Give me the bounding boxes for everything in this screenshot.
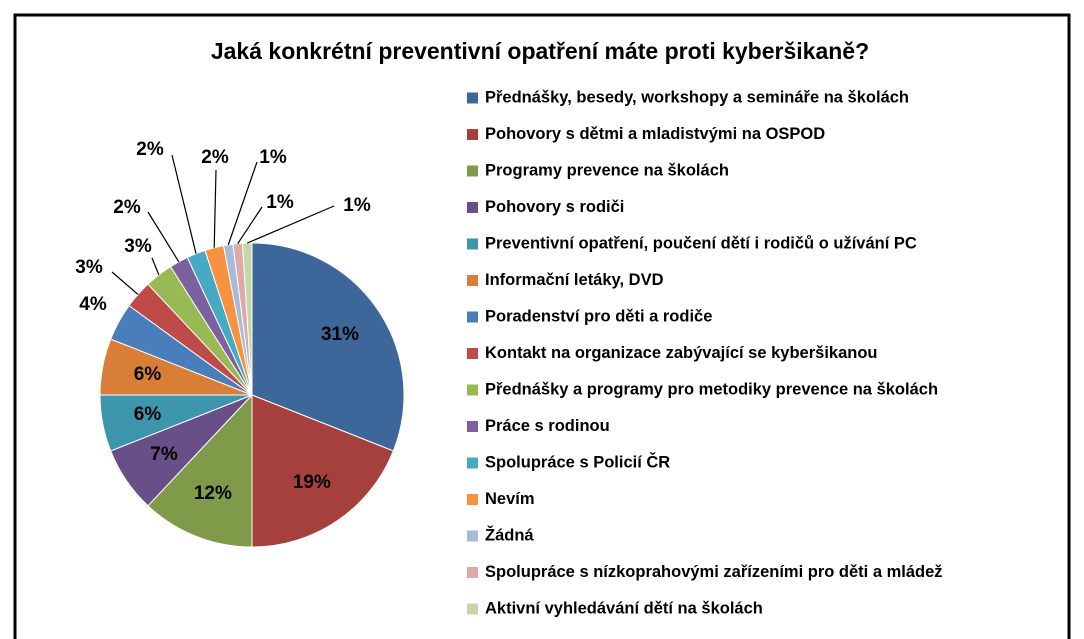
chart-title: Jaká konkrétní preventivní opatření máte… bbox=[211, 38, 869, 64]
leader-line bbox=[237, 206, 263, 245]
legend-swatch bbox=[467, 92, 478, 104]
legend-swatch bbox=[467, 238, 478, 250]
legend-swatch bbox=[467, 603, 478, 615]
data-label: 3% bbox=[75, 257, 103, 278]
legend-swatch bbox=[467, 457, 478, 469]
legend-swatch bbox=[467, 202, 478, 213]
legend-swatch bbox=[467, 530, 478, 542]
legend-swatch bbox=[467, 348, 478, 359]
legend-swatch bbox=[467, 129, 478, 140]
data-label: 1% bbox=[343, 195, 371, 216]
pie-slice bbox=[251, 242, 405, 452]
data-label: 4% bbox=[79, 294, 107, 315]
legend-label: Pohovory s rodiči bbox=[485, 198, 624, 216]
legend-label: Informační letáky, DVD bbox=[485, 271, 664, 289]
leader-line bbox=[213, 169, 217, 248]
legend-swatch bbox=[467, 275, 478, 286]
leader-line bbox=[151, 257, 160, 276]
leader-line bbox=[227, 161, 258, 246]
legend-swatch bbox=[467, 165, 478, 177]
legend-label: Spolupráce s Policií ČR bbox=[485, 452, 670, 471]
legend-label: Poradenství pro děti a rodiče bbox=[485, 307, 712, 325]
pie-slice bbox=[251, 394, 394, 548]
legend-label: Aktivní vyhledávání dětí na školách bbox=[485, 599, 763, 617]
legend-label: Žádná bbox=[485, 525, 534, 544]
data-label: 2% bbox=[201, 147, 229, 168]
leader-line bbox=[147, 211, 180, 263]
legend-label: Nevím bbox=[485, 490, 535, 508]
legend-swatch bbox=[467, 567, 478, 578]
data-label: 2% bbox=[113, 197, 141, 218]
data-label: 2% bbox=[136, 139, 164, 160]
legend-swatch bbox=[467, 421, 478, 432]
data-label: 1% bbox=[259, 147, 287, 168]
legend-swatch bbox=[467, 384, 478, 396]
legend-label: Preventivní opatření, poučení dětí i rod… bbox=[485, 234, 917, 252]
leader-line bbox=[171, 154, 197, 254]
legend-label: Přednášky, besedy, workshopy a semináře … bbox=[485, 88, 909, 106]
data-label: 6% bbox=[134, 404, 162, 425]
data-label: 19% bbox=[293, 472, 331, 493]
pie-slice bbox=[147, 393, 253, 548]
data-label: 31% bbox=[321, 324, 359, 345]
leader-line bbox=[111, 271, 139, 295]
legend-label: Pohovory s dětmi a mladistvými na OSPOD bbox=[485, 125, 825, 143]
data-label: 1% bbox=[266, 192, 294, 213]
legend-label: Přednášky a programy pro metodiky preven… bbox=[485, 380, 938, 398]
legend-label: Kontakt na organizace zabývající se kybe… bbox=[485, 344, 878, 362]
data-label: 7% bbox=[150, 444, 178, 465]
legend-label: Spolupráce s nízkoprahovými zařízeními p… bbox=[485, 563, 943, 581]
legend-swatch bbox=[467, 494, 478, 505]
legend-label: Programy prevence na školách bbox=[485, 161, 729, 179]
data-label: 6% bbox=[134, 364, 162, 385]
data-label: 12% bbox=[194, 483, 232, 504]
data-label: 3% bbox=[124, 236, 152, 257]
legend-label: Práce s rodinou bbox=[485, 417, 610, 435]
legend-swatch bbox=[467, 311, 478, 323]
leader-line bbox=[246, 205, 335, 244]
